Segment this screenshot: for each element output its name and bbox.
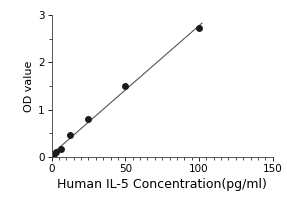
Y-axis label: OD value: OD value: [24, 60, 34, 112]
Point: [68, 133, 72, 137]
Point: [123, 84, 128, 88]
Point: [197, 27, 201, 30]
X-axis label: Human IL-5 Concentration(pg/ml): Human IL-5 Concentration(pg/ml): [57, 178, 267, 191]
Point: [59, 147, 63, 150]
Point: [52, 152, 56, 155]
Point: [54, 150, 59, 154]
Point: [86, 118, 91, 121]
Point: [51, 153, 55, 157]
